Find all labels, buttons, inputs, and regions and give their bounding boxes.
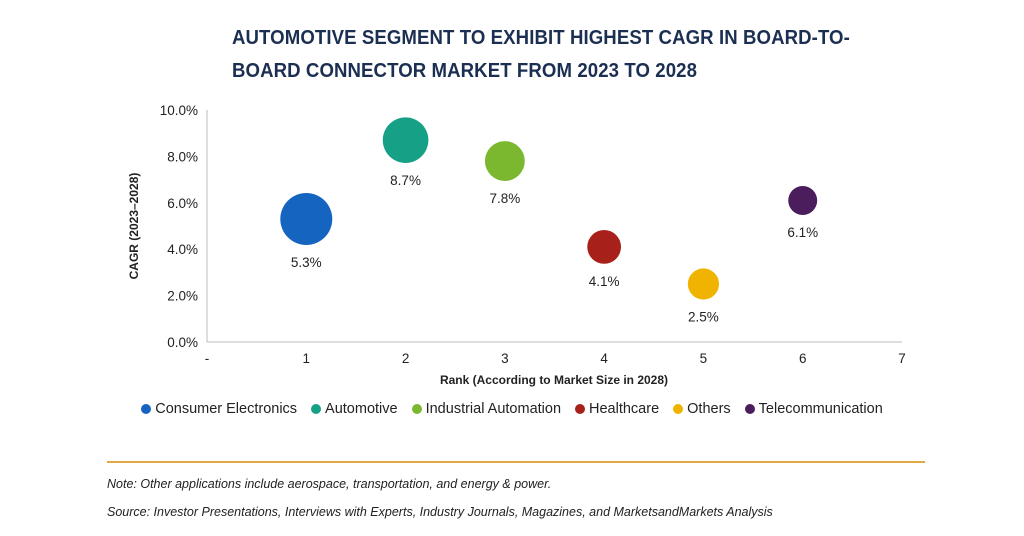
legend-item: Telecommunication: [744, 401, 883, 417]
x-tick-label: 4: [600, 351, 608, 366]
x-tick-label: 7: [898, 351, 906, 366]
legend-label: Healthcare: [589, 401, 660, 417]
chart-title: AUTOMOTIVE SEGMENT TO EXHIBIT HIGHEST CA…: [232, 27, 850, 82]
y-tick-label: 6.0%: [167, 196, 198, 211]
legend-marker: [673, 404, 684, 414]
legend-label: Telecommunication: [758, 401, 883, 417]
x-tick-label: 6: [799, 351, 807, 366]
data-label: 7.8%: [489, 191, 520, 206]
legend-item: Consumer Electronics: [141, 401, 297, 417]
y-tick-label: 10.0%: [160, 103, 198, 118]
legend-label: Automotive: [325, 401, 398, 417]
legend-marker: [141, 404, 152, 414]
bubble: [587, 230, 622, 264]
x-axis-title: Rank (According to Market Size in 2028): [440, 373, 668, 387]
legend-label: Consumer Electronics: [155, 401, 298, 417]
x-tick-label: 2: [402, 351, 410, 366]
legend-item: Automotive: [311, 401, 398, 417]
bubble: [788, 186, 818, 215]
y-tick-label: 4.0%: [167, 242, 198, 257]
legend-marker: [744, 404, 755, 414]
y-tick-label: 2.0%: [167, 289, 198, 304]
y-tick-label: 0.0%: [167, 335, 198, 350]
bubble: [280, 193, 333, 246]
bubble: [484, 141, 525, 181]
data-label: 6.1%: [787, 225, 818, 240]
data-label: 8.7%: [390, 173, 421, 188]
bubble: [687, 268, 720, 300]
bubble-chart: 0.0% 2.0% 4.0% 6.0% 8.0% 10.0% - 1 2 3 4 5 6 7 5.3% 8.…: [127, 103, 906, 387]
bubble: [382, 117, 429, 163]
x-tick-label: 1: [303, 351, 311, 366]
legend: Consumer Electronics Automotive Industrial…: [0, 401, 1024, 417]
x-tick-label: 3: [501, 351, 509, 366]
chart-axes: 0.0% 2.0% 4.0% 6.0% 8.0% 10.0% - 1 2 3 4 5 6 7: [160, 103, 906, 366]
legend-label: Others: [687, 401, 731, 417]
data-label: 2.5%: [688, 310, 719, 325]
y-tick-label: 8.0%: [167, 149, 198, 164]
bubble-layer: 5.3% 8.7% 7.8% 4.1% 2.5% 6.1%: [280, 117, 818, 325]
y-axis-title: CAGR (2023–2028): [127, 173, 141, 280]
data-label: 4.1%: [589, 274, 620, 289]
legend-marker: [411, 404, 422, 414]
legend-item: Others: [673, 401, 731, 417]
footnote-source: Source: Investor Presentations, Intervie…: [107, 505, 773, 519]
legend-marker: [575, 404, 586, 414]
divider: [107, 461, 925, 463]
data-label: 5.3%: [291, 255, 322, 270]
legend-label: Industrial Automation: [425, 401, 562, 417]
legend-item: Healthcare: [575, 401, 659, 417]
x-tick-label: 5: [700, 351, 708, 366]
legend-item: Industrial Automation: [411, 401, 562, 417]
x-tick-label: -: [205, 351, 210, 366]
legend-marker: [311, 404, 322, 414]
footnote-note: Note: Other applications include aerospa…: [107, 477, 552, 491]
